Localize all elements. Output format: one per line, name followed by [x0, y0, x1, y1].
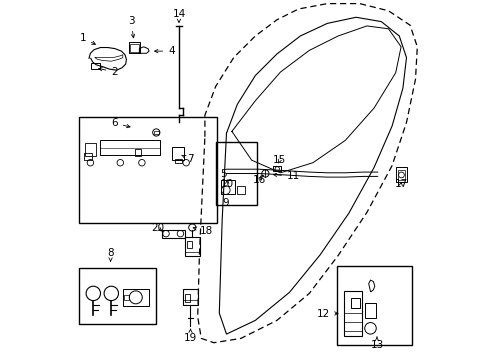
Bar	[237, 186, 244, 194]
Bar	[130, 44, 139, 52]
Bar	[186, 241, 192, 248]
Bar	[171, 147, 184, 160]
Bar	[183, 289, 197, 305]
Bar	[85, 143, 96, 156]
Text: 6: 6	[111, 118, 130, 128]
Bar	[273, 166, 281, 171]
Bar	[185, 237, 200, 256]
Bar	[397, 170, 405, 180]
Text: 12: 12	[316, 309, 337, 319]
Text: 13: 13	[369, 337, 383, 350]
Bar	[79, 117, 217, 223]
Bar	[122, 289, 148, 306]
Bar	[101, 140, 160, 155]
Text: 17: 17	[394, 179, 407, 189]
Bar	[91, 63, 101, 69]
Text: 8: 8	[107, 248, 114, 261]
Bar	[123, 295, 129, 300]
Text: 9: 9	[222, 198, 228, 208]
Text: 7: 7	[181, 154, 193, 164]
Bar	[395, 167, 407, 182]
Text: 19: 19	[183, 329, 197, 343]
Text: 11: 11	[273, 171, 300, 181]
Bar	[79, 268, 156, 324]
Text: 5: 5	[220, 169, 226, 179]
Text: 10: 10	[220, 179, 233, 189]
Bar	[175, 159, 182, 163]
Bar	[365, 303, 375, 318]
Text: 3: 3	[127, 16, 134, 38]
Bar	[215, 142, 257, 205]
Bar	[336, 266, 411, 345]
Bar	[343, 291, 362, 336]
Bar	[162, 230, 185, 238]
Text: 15: 15	[273, 155, 286, 165]
Bar	[153, 131, 159, 134]
Bar	[84, 153, 92, 160]
Text: 20: 20	[150, 222, 163, 233]
Bar	[134, 149, 141, 156]
Text: 4: 4	[154, 46, 174, 56]
Text: 18: 18	[193, 226, 212, 236]
Text: 2: 2	[99, 67, 118, 77]
Bar	[350, 298, 359, 308]
Text: 1: 1	[80, 33, 95, 44]
Text: 14: 14	[172, 9, 185, 22]
Bar	[128, 42, 140, 53]
Bar	[221, 180, 235, 194]
Text: 16: 16	[252, 175, 265, 185]
Bar	[184, 294, 190, 302]
